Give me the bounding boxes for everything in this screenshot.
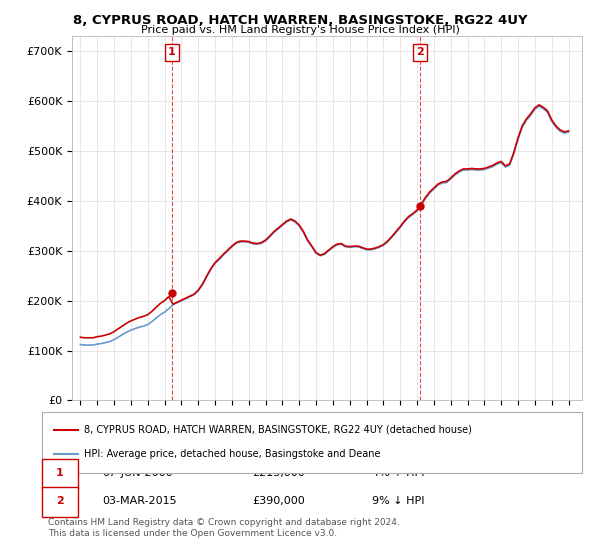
Text: 2: 2 bbox=[56, 496, 64, 506]
Text: 8, CYPRUS ROAD, HATCH WARREN, BASINGSTOKE, RG22 4UY (detached house): 8, CYPRUS ROAD, HATCH WARREN, BASINGSTOK… bbox=[84, 424, 472, 435]
Text: 9% ↓ HPI: 9% ↓ HPI bbox=[372, 496, 425, 506]
Text: Price paid vs. HM Land Registry's House Price Index (HPI): Price paid vs. HM Land Registry's House … bbox=[140, 25, 460, 35]
Text: HPI: Average price, detached house, Basingstoke and Deane: HPI: Average price, detached house, Basi… bbox=[84, 449, 380, 459]
Text: 2: 2 bbox=[416, 47, 424, 57]
Point bbox=[415, 202, 425, 211]
Text: Contains HM Land Registry data © Crown copyright and database right 2024.
This d: Contains HM Land Registry data © Crown c… bbox=[48, 518, 400, 538]
Text: 1: 1 bbox=[168, 47, 176, 57]
Text: £390,000: £390,000 bbox=[252, 496, 305, 506]
Text: 4% ↑ HPI: 4% ↑ HPI bbox=[372, 468, 425, 478]
Text: 1: 1 bbox=[56, 468, 64, 478]
Text: 07-JUN-2000: 07-JUN-2000 bbox=[102, 468, 173, 478]
Text: £215,000: £215,000 bbox=[252, 468, 305, 478]
Text: 8, CYPRUS ROAD, HATCH WARREN, BASINGSTOKE, RG22 4UY: 8, CYPRUS ROAD, HATCH WARREN, BASINGSTOK… bbox=[73, 14, 527, 27]
Text: 03-MAR-2015: 03-MAR-2015 bbox=[102, 496, 176, 506]
Point bbox=[167, 289, 177, 298]
